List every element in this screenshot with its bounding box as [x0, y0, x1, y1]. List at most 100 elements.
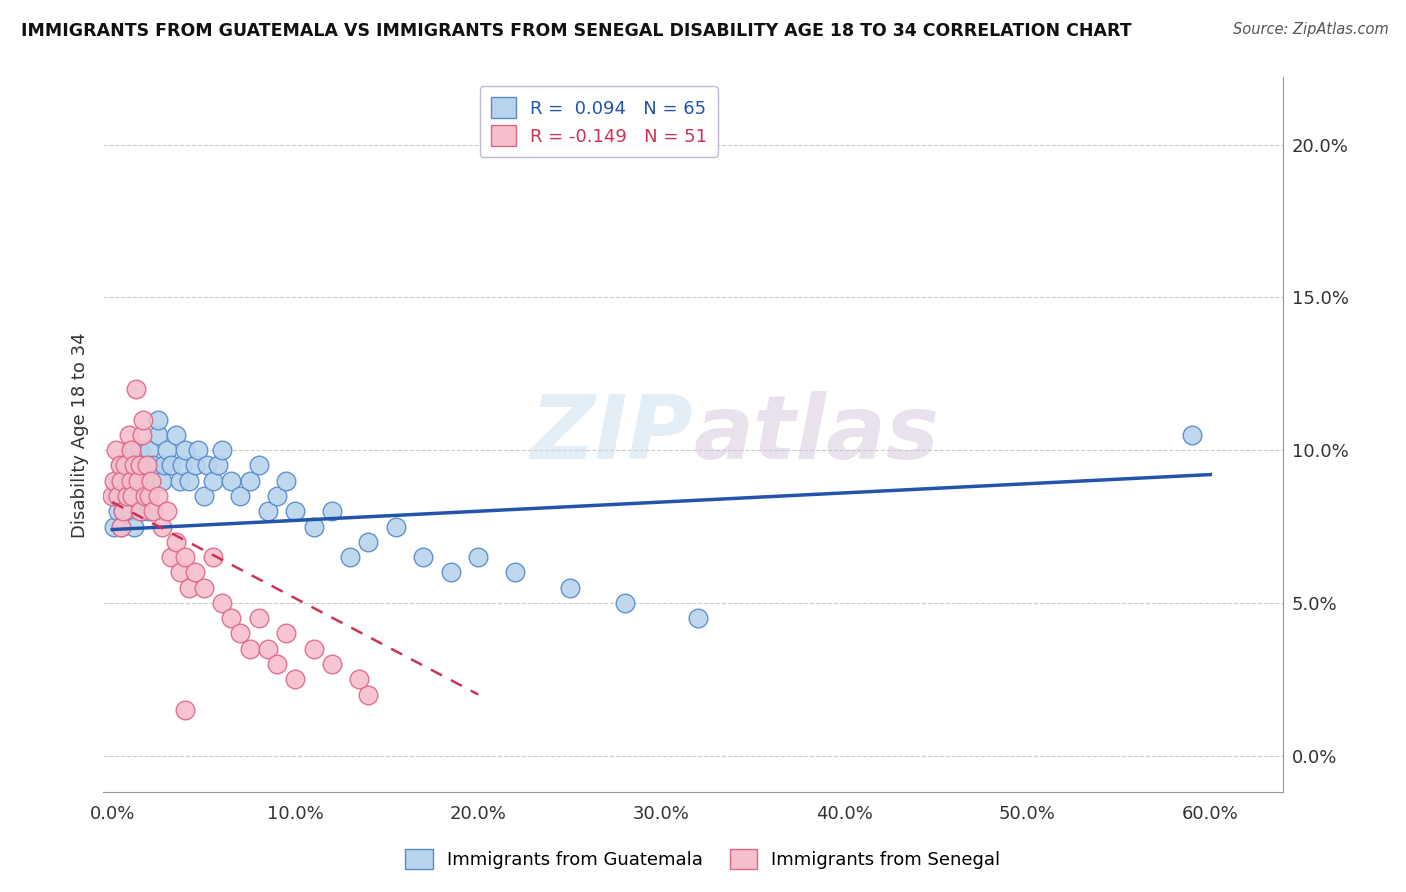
Point — [121, 489, 143, 503]
Point — [107, 489, 129, 503]
Point — [139, 474, 162, 488]
Point — [136, 458, 159, 473]
Point — [138, 489, 160, 503]
Point — [229, 489, 252, 503]
Point — [127, 458, 149, 473]
Point — [201, 550, 224, 565]
Point — [134, 489, 156, 503]
Point — [211, 596, 233, 610]
Point — [150, 519, 173, 533]
Point — [179, 581, 201, 595]
Point — [558, 581, 581, 595]
Point — [174, 703, 197, 717]
Point — [256, 641, 278, 656]
Point — [146, 428, 169, 442]
Point — [412, 550, 434, 565]
Point — [219, 474, 242, 488]
Point — [110, 474, 132, 488]
Point — [118, 428, 141, 442]
Point — [169, 474, 191, 488]
Point — [201, 474, 224, 488]
Point — [138, 504, 160, 518]
Legend: Immigrants from Guatemala, Immigrants from Senegal: Immigrants from Guatemala, Immigrants fr… — [396, 839, 1010, 879]
Point — [156, 443, 179, 458]
Point — [131, 428, 153, 442]
Point — [120, 504, 142, 518]
Point — [118, 458, 141, 473]
Point — [238, 474, 260, 488]
Point — [256, 504, 278, 518]
Point — [121, 489, 143, 503]
Point — [138, 443, 160, 458]
Point — [136, 489, 159, 503]
Point — [156, 504, 179, 518]
Point — [197, 458, 219, 473]
Point — [122, 458, 145, 473]
Point — [238, 641, 260, 656]
Point — [183, 566, 205, 580]
Point — [110, 519, 132, 533]
Point — [357, 688, 380, 702]
Point — [122, 519, 145, 533]
Point — [385, 519, 408, 533]
Point — [321, 657, 343, 671]
Point — [132, 412, 155, 426]
Point — [128, 489, 150, 503]
Point — [284, 504, 307, 518]
Text: ZIP: ZIP — [530, 392, 693, 478]
Point — [128, 458, 150, 473]
Text: atlas: atlas — [693, 392, 939, 478]
Point — [134, 458, 156, 473]
Point — [103, 519, 125, 533]
Point — [115, 489, 138, 503]
Point — [120, 443, 142, 458]
Point — [128, 504, 150, 518]
Point — [110, 458, 132, 473]
Point — [160, 458, 183, 473]
Point — [114, 489, 136, 503]
Point — [357, 534, 380, 549]
Point — [128, 443, 150, 458]
Point — [613, 596, 636, 610]
Point — [112, 504, 135, 518]
Point — [165, 534, 187, 549]
Text: Source: ZipAtlas.com: Source: ZipAtlas.com — [1233, 22, 1389, 37]
Point — [193, 581, 215, 595]
Point — [467, 550, 489, 565]
Point — [165, 428, 187, 442]
Point — [321, 504, 343, 518]
Point — [104, 489, 127, 503]
Point — [207, 458, 229, 473]
Point — [146, 412, 169, 426]
Point — [103, 474, 125, 488]
Point — [276, 626, 298, 640]
Y-axis label: Disability Age 18 to 34: Disability Age 18 to 34 — [72, 332, 89, 538]
Point — [104, 443, 127, 458]
Point — [174, 443, 197, 458]
Point — [132, 474, 155, 488]
Point — [152, 458, 174, 473]
Point — [503, 566, 526, 580]
Point — [150, 474, 173, 488]
Point — [112, 504, 135, 518]
Point — [302, 641, 325, 656]
Point — [193, 489, 215, 503]
Point — [284, 672, 307, 686]
Point — [266, 657, 288, 671]
Point — [266, 489, 288, 503]
Point — [229, 626, 252, 640]
Point — [107, 504, 129, 518]
Point — [141, 458, 163, 473]
Point — [127, 474, 149, 488]
Point — [247, 611, 270, 625]
Point — [108, 458, 131, 473]
Point — [187, 443, 209, 458]
Point — [125, 382, 148, 396]
Point — [160, 550, 183, 565]
Point — [108, 474, 131, 488]
Point — [120, 474, 142, 488]
Point — [169, 566, 191, 580]
Point — [146, 489, 169, 503]
Point — [174, 550, 197, 565]
Point — [101, 489, 124, 503]
